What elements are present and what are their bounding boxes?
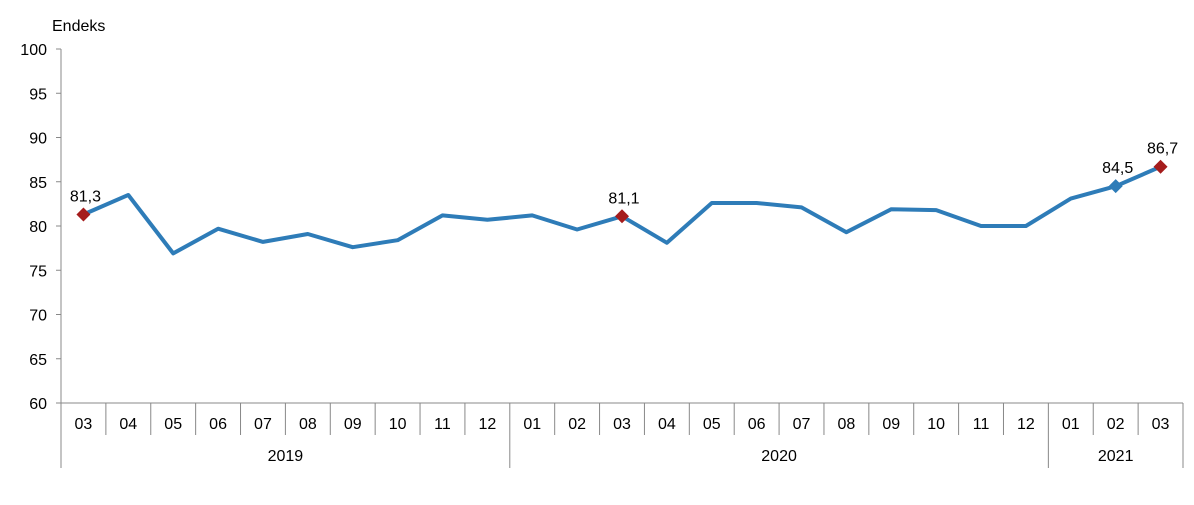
x-tick-label: 05 [703, 416, 721, 433]
x-axis: 03 04 05 06 07 08 09 10 11 12 01 02 03 04 05 06 07 08 09 10… [60, 402, 1184, 468]
x-tick-label: 06 [748, 416, 766, 433]
x-tick-label: 11 [434, 416, 451, 433]
data-point-marker [615, 209, 629, 224]
data-label: 81,3 [70, 188, 101, 205]
x-tick-label: 01 [1062, 416, 1080, 433]
x-tick-label: 04 [119, 416, 137, 433]
x-tick-label: 08 [838, 416, 856, 433]
x-tick-label: 03 [75, 416, 93, 433]
x-tick-label: 04 [658, 416, 676, 433]
x-tick-label: 02 [568, 416, 586, 433]
data-label: 86,7 [1147, 141, 1178, 158]
x-tick-label: 11 [973, 416, 990, 433]
x-tick-label: 10 [389, 416, 407, 433]
data-point-marker [76, 207, 91, 222]
y-tick-label: 70 [29, 308, 47, 325]
x-tick-label: 09 [882, 416, 900, 433]
x-tick-label: 12 [478, 416, 496, 433]
x-tick-label: 06 [209, 416, 227, 433]
data-label: 84,5 [1102, 160, 1133, 177]
x-tick-label: 03 [613, 416, 631, 433]
data-label: 81,1 [608, 190, 639, 207]
x-tick-label: 07 [793, 416, 811, 433]
y-tick-label: 75 [29, 263, 47, 280]
x-tick-label: 08 [299, 416, 317, 433]
x-tick-label: 12 [1017, 416, 1035, 433]
y-tick-label: 90 [29, 131, 47, 148]
y-tick-label: 95 [29, 86, 47, 103]
marker-layer: 81,3 81,1 84,5 86,7 [70, 141, 1178, 224]
y-axis-unit-label: Endeks [52, 18, 105, 35]
year-label: 2020 [761, 448, 797, 465]
y-tick-label: 60 [29, 396, 47, 413]
y-tick-label: 80 [29, 219, 47, 236]
x-tick-label: 10 [927, 416, 945, 433]
year-label: 2019 [268, 448, 304, 465]
data-point-marker [1108, 179, 1123, 194]
x-tick-label: 09 [344, 416, 362, 433]
y-tick-label: 85 [29, 175, 47, 192]
y-tick-label: 65 [29, 352, 47, 369]
x-tick-label: 03 [1152, 416, 1170, 433]
x-tick-label: 07 [254, 416, 272, 433]
y-axis: 60 65 70 75 80 85 90 95 100 [20, 42, 62, 413]
x-tick-label: 01 [523, 416, 541, 433]
x-tick-label: 02 [1107, 416, 1125, 433]
y-tick-label: 100 [20, 42, 47, 59]
year-label: 2021 [1098, 448, 1134, 465]
x-tick-label: 05 [164, 416, 182, 433]
data-point-marker [1153, 159, 1168, 174]
